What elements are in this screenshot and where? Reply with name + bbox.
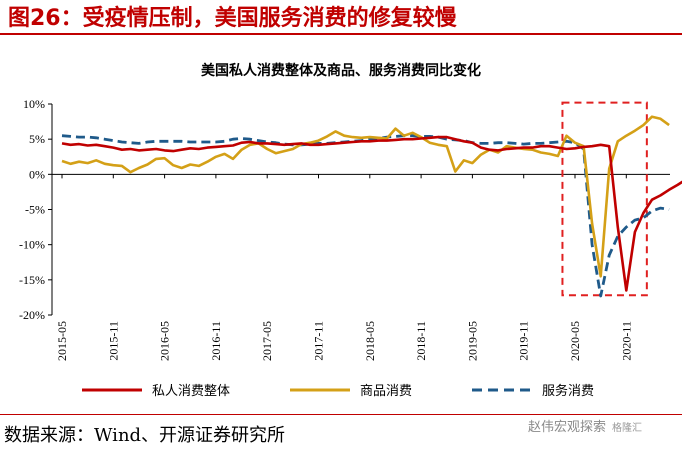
watermark: 赵伟宏观探索 格隆汇 xyxy=(528,416,642,435)
title-underline xyxy=(0,33,682,35)
y-tick-label: -5% xyxy=(25,203,45,217)
legend-goods-label: 商品消费 xyxy=(360,384,412,399)
y-tick-label: -20% xyxy=(19,308,45,322)
x-tick-label: 2019-11 xyxy=(517,321,531,361)
watermark-text: 赵伟宏观探索 xyxy=(528,420,607,435)
highlight-rect xyxy=(561,101,648,297)
chart-title: 美国私人消费整体及商品、服务消费同比变化 xyxy=(201,63,481,79)
source-note: 数据来源：Wind、开源证券研究所 xyxy=(4,425,286,446)
chart-legend: 私人消费整体 商品消费 服务消费 xyxy=(82,383,594,399)
x-tick-label: 2015-11 xyxy=(106,321,120,361)
y-tick-label: 0% xyxy=(29,167,45,181)
x-tick-label: 2019-05 xyxy=(465,321,479,361)
series-services-line xyxy=(61,134,670,298)
x-tick-label: 2020-11 xyxy=(619,321,633,361)
watermark-sub: 格隆汇 xyxy=(612,423,643,434)
x-tick-label: 2016-11 xyxy=(209,321,223,361)
y-tick-label: 5% xyxy=(29,132,45,146)
footer-rule xyxy=(0,414,682,415)
y-tick-label: -15% xyxy=(19,273,45,287)
x-tick-label: 2017-11 xyxy=(312,321,326,361)
legend-services-label: 服务消费 xyxy=(542,383,594,399)
x-tick-label: 2015-05 xyxy=(55,321,69,361)
x-tick-label: 2018-11 xyxy=(414,321,428,361)
x-tick-label: 2018-05 xyxy=(363,321,377,361)
legend-total-label: 私人消费整体 xyxy=(152,384,230,399)
series-goods-line xyxy=(61,115,670,278)
figure-title: 图26：受疫情压制，美国服务消费的修复较慢 xyxy=(8,6,457,31)
y-tick-label: 10% xyxy=(23,97,45,111)
highlight-box xyxy=(561,101,648,297)
y-tick-label: -10% xyxy=(19,238,45,252)
x-tick-label: 2020-05 xyxy=(568,321,582,361)
line-chart: 10% 5% 0% -5% -10% -15% -20% 2015-05 2015-11 2016… xyxy=(19,97,682,399)
x-tick-label: 2017-05 xyxy=(260,321,274,361)
series-total-line xyxy=(61,135,682,292)
x-tick-label: 2016-05 xyxy=(158,321,172,361)
chart-axes: 10% 5% 0% -5% -10% -15% -20% 2015-05 2015-11 2016… xyxy=(19,97,670,361)
series-lines xyxy=(61,115,682,298)
